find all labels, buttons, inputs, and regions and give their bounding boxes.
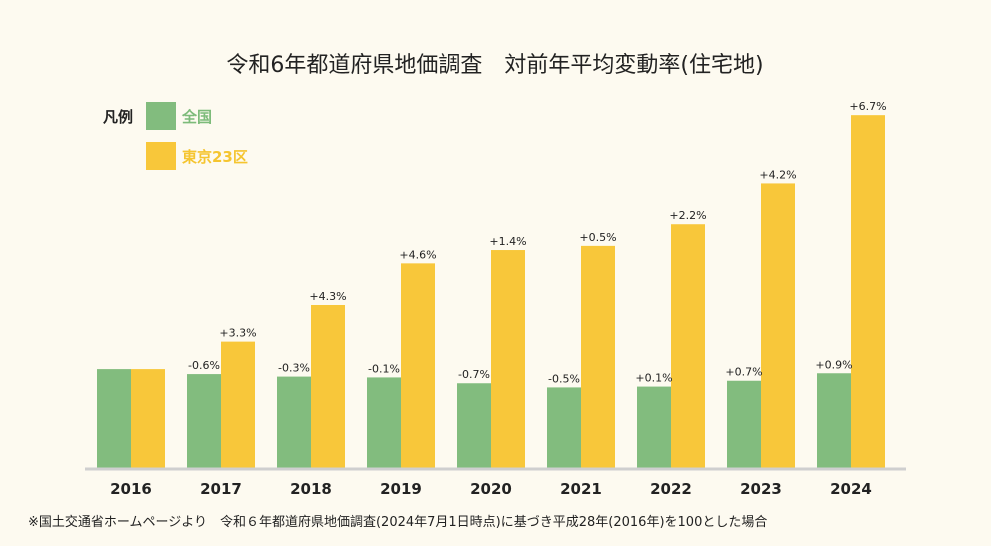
x-tick-2017: 2017: [200, 480, 242, 498]
data-label-national-2020: -0.7%: [458, 368, 490, 381]
data-label-tokyo-2019: +4.6%: [399, 248, 436, 261]
data-label-national-2023: +0.7%: [725, 366, 762, 379]
bar-national-2024: [817, 373, 851, 469]
data-label-national-2021: -0.5%: [548, 372, 580, 385]
bar-tokyo-2018: [311, 304, 345, 469]
bar-national-2018: [277, 376, 311, 469]
bar-tokyo-2019: [401, 263, 435, 469]
x-tick-2022: 2022: [650, 480, 692, 498]
bar-tokyo-2024: [851, 115, 885, 470]
data-label-national-2022: +0.1%: [635, 372, 672, 385]
x-tick-2020: 2020: [470, 480, 512, 498]
data-label-tokyo-2017: +3.3%: [219, 327, 256, 340]
bar-national-2019: [367, 377, 401, 469]
bar-national-2020: [457, 383, 491, 469]
bar-tokyo-2021: [581, 245, 615, 469]
legend: 凡例 全国 東京23区: [103, 102, 248, 170]
legend-swatch-tokyo: [146, 142, 176, 170]
bar-tokyo-2016: [131, 369, 165, 469]
x-axis-ticks: 2016 2017 2018 2019 2020 2021 2022 2023 2024: [110, 480, 872, 498]
bar-tokyo-2017: [221, 341, 255, 469]
legend-swatch-national: [146, 102, 176, 130]
bar-tokyo-2022: [671, 224, 705, 469]
bar-national-2022: [637, 386, 671, 469]
legend-label-national: 全国: [181, 108, 212, 126]
legend-heading: 凡例: [103, 108, 133, 126]
x-tick-2024: 2024: [830, 480, 872, 498]
legend-label-tokyo: 東京23区: [182, 148, 248, 166]
x-tick-2019: 2019: [380, 480, 422, 498]
data-label-tokyo-2022: +2.2%: [669, 209, 706, 222]
bar-tokyo-2020: [491, 250, 525, 469]
data-label-national-2019: -0.1%: [368, 362, 400, 375]
bar-national-2021: [547, 387, 581, 469]
data-label-tokyo-2018: +4.3%: [309, 290, 346, 303]
x-tick-2023: 2023: [740, 480, 782, 498]
bar-national-2023: [727, 380, 761, 469]
data-label-tokyo-2021: +0.5%: [579, 231, 616, 244]
bars: [97, 115, 885, 470]
bar-national-2016: [97, 369, 131, 469]
data-label-national-2018: -0.3%: [278, 362, 310, 375]
footnote: ※国土交通省ホームページより 令和６年都道府県地価調査(2024年7月1日時点)…: [28, 514, 767, 530]
data-label-national-2024: +0.9%: [815, 358, 852, 371]
value-labels: -0.6% +3.3% -0.3% +4.3% -0.1% +4.6% -0.7% +1.4%…: [188, 100, 887, 385]
bar-tokyo-2023: [761, 183, 795, 469]
data-label-tokyo-2020: +1.4%: [489, 235, 526, 248]
x-tick-2016: 2016: [110, 480, 152, 498]
data-label-tokyo-2023: +4.2%: [759, 168, 796, 181]
x-tick-2018: 2018: [290, 480, 332, 498]
chart-title: 令和6年都道府県地価調査 対前年平均変動率(住宅地): [226, 53, 763, 78]
x-tick-2021: 2021: [560, 480, 602, 498]
data-label-tokyo-2024: +6.7%: [849, 100, 886, 113]
data-label-national-2017: -0.6%: [188, 359, 220, 372]
bar-national-2017: [187, 374, 221, 469]
